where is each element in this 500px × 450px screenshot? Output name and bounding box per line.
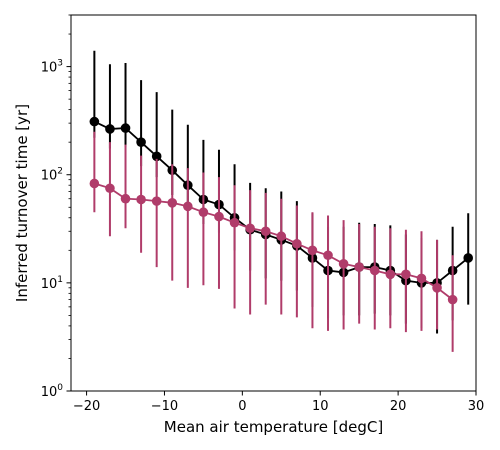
data-point [260,226,271,237]
x-tick-label: −10 [151,399,178,414]
data-point [151,151,162,162]
data-point [229,217,240,228]
data-point [447,294,458,305]
data-point [120,123,131,133]
data-point [183,201,193,212]
data-point [167,198,178,208]
data-point [385,269,396,280]
data-point [89,116,100,127]
data-point [151,196,162,206]
data-point [338,259,349,269]
y-tick-label: 100 [41,383,64,400]
data-point [105,124,115,134]
series-1 [89,131,458,352]
data-point [401,269,411,280]
data-point [276,231,287,242]
data-point [214,211,224,222]
data-point [198,207,209,218]
plot-area [89,50,474,352]
data-point [136,194,146,205]
x-tick-label: −20 [73,399,100,414]
data-point [89,178,100,189]
data-point [136,137,146,147]
y-tick-label: 103 [41,59,63,76]
axes: −20 −10 0 10 20 30 100 101 102 103 [41,14,485,414]
data-point [416,273,427,284]
data-point [463,253,474,263]
x-tick-label: 10 [312,399,329,414]
data-point [292,238,302,249]
y-tick-label: 102 [41,167,63,184]
data-point [120,193,131,204]
x-tick-label: 0 [238,399,246,414]
plot-frame [70,14,477,392]
x-tick-label: 20 [390,399,407,414]
data-point [354,262,364,272]
data-point [307,245,318,256]
data-point [245,223,255,234]
data-point [323,250,333,261]
x-axis-label: Mean air temperature [degC] [164,418,383,436]
data-point [105,183,115,194]
y-axis-label: Inferred turnover time [yr] [13,104,31,302]
y-tick-label: 101 [41,275,63,292]
series-line [94,182,454,301]
data-point [432,283,442,293]
x-tick-label: 30 [468,399,485,414]
data-point [369,265,380,276]
